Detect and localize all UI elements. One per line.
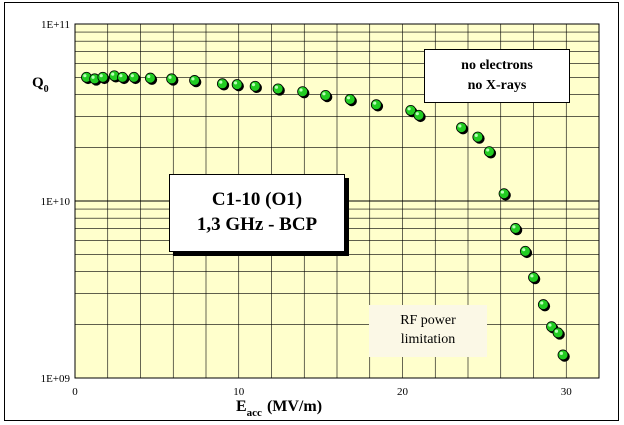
data-point-highlight [486,148,490,152]
data-point-highlight [474,133,478,137]
data-point [97,71,109,83]
data-point [166,73,178,85]
rf-line-1: RF power [400,313,456,328]
cavity-id-annotation: C1-10 (O1) 1,3 GHz - BCP [169,174,345,252]
x-tick-label: 30 [561,386,573,398]
data-point [456,122,467,133]
data-point [370,99,382,111]
axis-ticks: 1E+09 1E+10 1E+11 0 10 20 30 [41,19,573,398]
data-point [189,75,200,86]
y-tick-label: 1E+11 [41,19,70,31]
note-line-1: no electrons [461,58,533,73]
data-point-highlight [548,323,552,327]
data-point [249,80,261,92]
data-point-highlight [530,274,534,278]
data-point-highlight [111,72,115,76]
data-point-highlight [554,329,559,333]
data-point-highlight [559,351,563,355]
data-point-highlight [119,74,123,78]
data-point [537,299,549,310]
note-line-2: no X-rays [467,78,527,93]
data-point [297,86,309,98]
y-axis-label: Q0 [32,75,49,95]
data-point-highlight [274,85,279,89]
data-point-highlight [91,75,95,79]
cavity-id-line-2: 1,3 GHz - BCP [196,214,318,235]
data-point-highlight [168,75,172,79]
data-point-highlight [322,92,326,96]
x-axis-label: Eacc (MV/m) [236,398,322,419]
conditions-annotation: no electrons no X-rays [424,49,570,103]
data-point [128,71,140,83]
y-tick-label: 1E+09 [41,373,71,385]
rf-limitation-annotation: RF power limitation [369,305,487,357]
data-point [320,90,331,101]
x-tick-label: 0 [72,386,78,398]
data-point [344,93,356,105]
data-point [483,146,495,158]
cavity-id-line-1: C1-10 (O1) [211,189,303,210]
data-point [144,72,156,84]
data-point-highlight [346,96,351,100]
data-point [510,223,521,234]
data-point-highlight [233,81,238,85]
data-point-highlight [373,101,377,105]
data-point-highlight [512,225,516,229]
data-point [519,245,531,257]
data-point [216,78,228,90]
rf-line-2: limitation [400,332,456,347]
data-point [528,272,539,283]
data-point-highlight [219,80,223,84]
data-point [231,79,243,90]
data-point [472,131,484,143]
data-point [272,83,284,95]
data-point-highlight [99,74,103,78]
data-point-highlight [415,112,419,116]
data-point [117,71,128,83]
x-tick-label: 10 [233,386,245,398]
data-point [557,349,569,361]
data-point-highlight [191,77,195,81]
data-point-highlight [299,88,303,92]
data-point [552,327,564,339]
data-point [413,109,425,121]
data-point-highlight [251,83,256,87]
data-point [498,188,510,200]
data-point-highlight [147,74,151,79]
x-tick-label: 20 [397,386,409,398]
y-tick-label: 1E+10 [41,196,71,208]
data-point-highlight [83,74,87,78]
data-point-highlight [458,124,462,128]
data-point-highlight [522,248,526,252]
data-points [81,70,570,362]
data-point-highlight [130,74,134,78]
data-point-highlight [407,107,411,111]
data-point-highlight [500,190,505,194]
data-point-highlight [540,301,544,305]
